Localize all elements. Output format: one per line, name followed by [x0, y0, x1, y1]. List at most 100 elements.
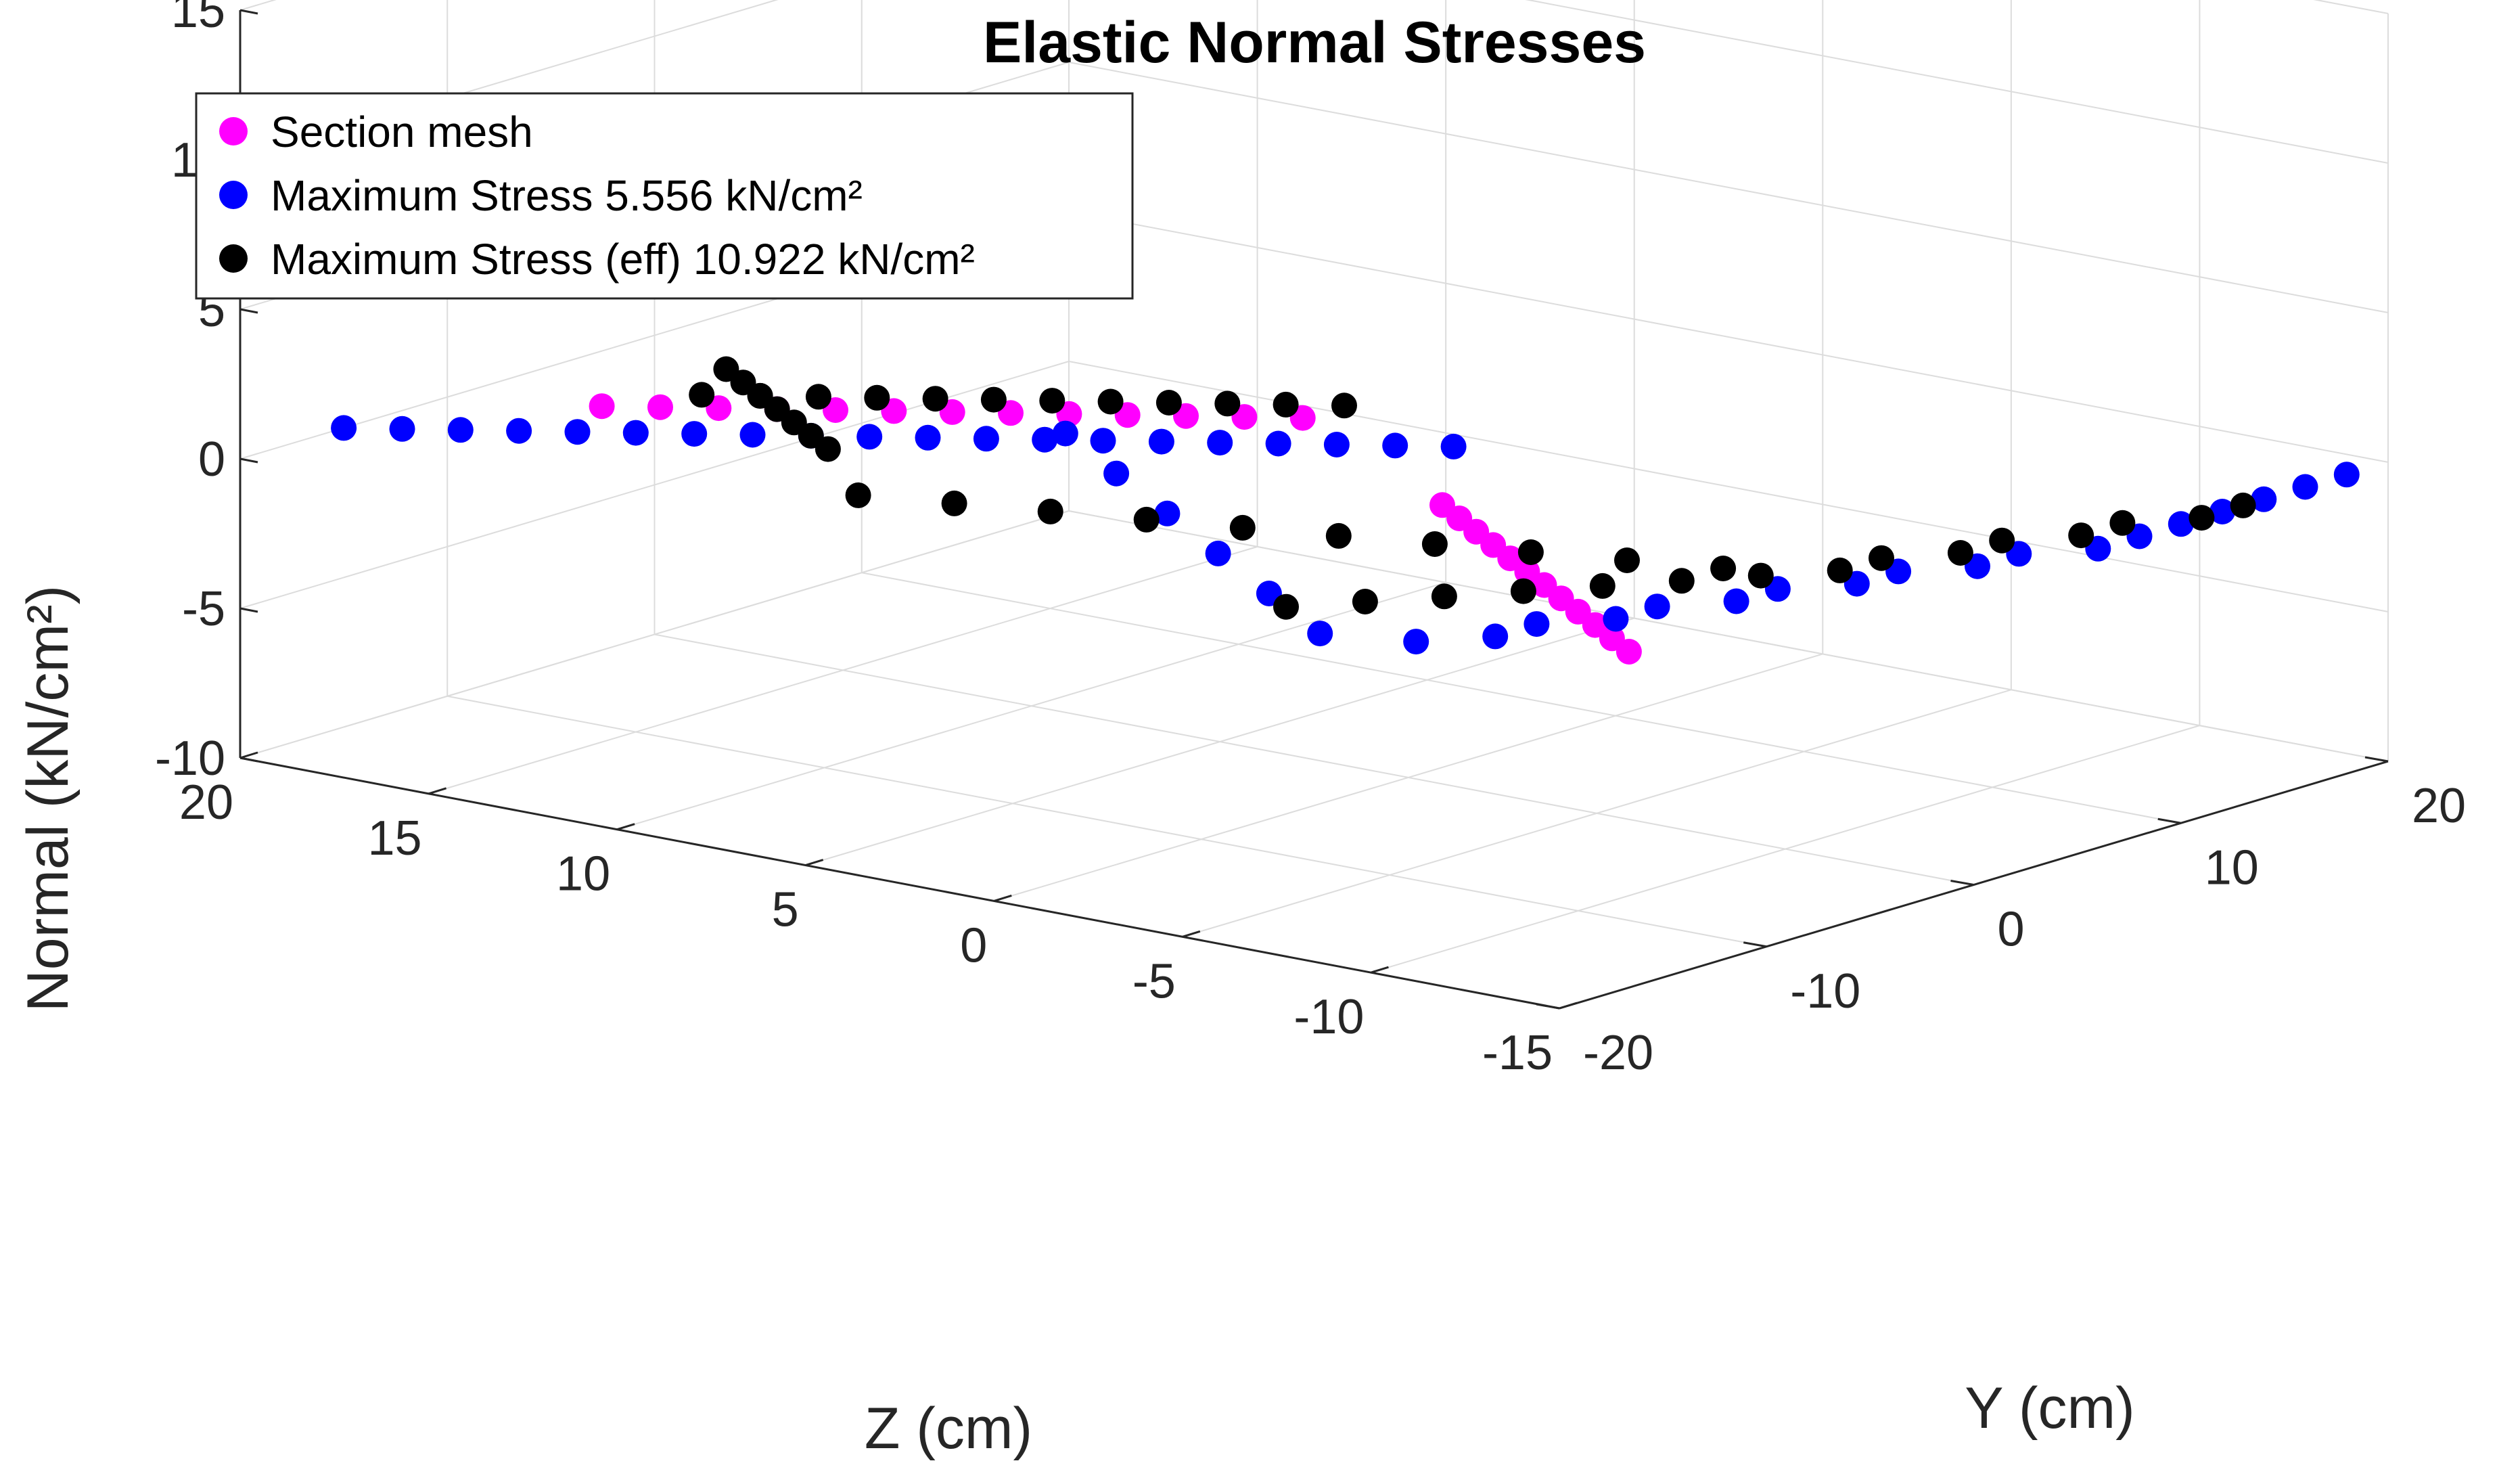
z-axis-tick-label: -15 [1482, 1026, 1553, 1080]
legend-box [195, 92, 1134, 300]
data-point-series-1 [739, 422, 766, 448]
z-axis-tick [239, 751, 258, 759]
data-point-series-2 [689, 382, 715, 408]
data-point-series-2 [1214, 390, 1241, 417]
data-point-series-1 [331, 415, 357, 441]
data-point-series-2 [1989, 527, 2015, 554]
data-point-series-1 [1403, 629, 1429, 655]
z-axis-tick-label: 5 [772, 883, 799, 937]
legend-marker-max-stress-eff [219, 244, 248, 273]
floor-grid-line [616, 581, 1446, 830]
z-axis-tick [1370, 966, 1389, 974]
z-axis-tick-label: 0 [960, 918, 987, 972]
data-points [331, 356, 2360, 665]
z-axis-line [239, 757, 1560, 1010]
normal-axis-tick-label: -10 [155, 732, 225, 786]
data-point-series-2 [1039, 388, 1066, 414]
data-point-series-1 [1148, 428, 1174, 455]
data-point-series-1 [1382, 432, 1408, 459]
data-point-series-2 [1325, 522, 1352, 549]
y-axis-tick-label: 20 [2412, 779, 2466, 833]
normal-axis-tick-label: 15 [171, 0, 225, 38]
z-axis-label: Normal (kN/cm²) [16, 585, 81, 1012]
data-point-series-1 [1090, 428, 1116, 454]
z-axis-tick-label: 15 [367, 811, 421, 866]
data-point-series-1 [1205, 540, 1231, 566]
z-axis-tick [805, 859, 824, 867]
data-point-series-2 [922, 386, 948, 412]
data-point-series-2 [1097, 388, 1124, 415]
y-axis-tick-label: 10 [2205, 840, 2259, 895]
data-point-series-2 [864, 384, 890, 411]
data-point-series-0 [589, 393, 615, 420]
z-axis-tick-label: 10 [556, 847, 610, 901]
data-point-series-2 [1229, 514, 1256, 541]
data-point-series-2 [2189, 505, 2215, 531]
legend-label-max-stress-eff: Maximum Stress (eff) 10.922 kN/cm² [271, 235, 975, 284]
data-point-series-2 [2230, 492, 2256, 518]
y-axis-tick [1536, 1003, 1560, 1010]
data-point-series-1 [2292, 474, 2318, 500]
back-wall-grid-line [239, 510, 1070, 759]
data-point-series-1 [389, 416, 415, 442]
data-point-series-1 [973, 426, 999, 452]
data-point-series-2 [1273, 593, 1299, 620]
side-wall-grid-line [1068, 62, 2389, 313]
data-point-series-2 [1155, 390, 1182, 416]
data-point-series-2 [1037, 498, 1063, 524]
data-point-series-1 [915, 424, 941, 451]
data-point-series-2 [1614, 547, 1640, 573]
data-point-series-2 [1869, 545, 1894, 571]
legend-marker-max-stress [219, 181, 248, 209]
data-point-series-1 [856, 424, 883, 450]
data-point-series-1 [1603, 606, 1629, 632]
z-axis-tick-label: 20 [179, 776, 233, 830]
legend-marker-section-mesh [219, 117, 248, 145]
side-wall-grid-line [1068, 510, 2389, 762]
data-point-series-2 [1352, 589, 1378, 614]
data-point-series-1 [2168, 511, 2194, 537]
data-point-series-1 [2333, 462, 2360, 488]
data-point-series-2 [1589, 572, 1616, 599]
data-point-series-1 [1323, 432, 1350, 457]
legend-label-section-mesh: Section mesh [271, 108, 533, 156]
y-axis-tick-label: -20 [1583, 1026, 1653, 1080]
y-axis-tick-label: 0 [1998, 903, 2025, 957]
y-axis-tick [2157, 817, 2182, 824]
x-axis-label: Y (cm) [1965, 1376, 2135, 1441]
data-point-series-2 [1947, 540, 1973, 566]
data-point-series-2 [1133, 506, 1160, 533]
data-point-series-2 [941, 490, 967, 516]
data-point-series-2 [1668, 568, 1695, 594]
data-point-series-2 [805, 384, 831, 410]
data-point-series-1 [1440, 433, 1467, 459]
floor-grid-line [994, 653, 1823, 902]
data-point-series-1 [1524, 611, 1550, 637]
data-point-series-2 [815, 436, 841, 462]
data-point-series-1 [1307, 621, 1333, 647]
data-point-series-2 [1517, 539, 1544, 565]
normal-axis-tick-label: 0 [198, 432, 225, 487]
data-point-series-2 [747, 382, 773, 409]
data-point-series-1 [1723, 588, 1749, 614]
data-point-series-1 [1103, 460, 1130, 487]
data-point-series-1 [1207, 430, 1233, 456]
data-point-series-1 [564, 419, 591, 445]
normal-axis-tick [239, 9, 258, 15]
normal-axis-tick [239, 457, 258, 464]
y-axis-tick [1743, 941, 1767, 948]
data-point-series-0 [1429, 492, 1455, 518]
data-point-series-2 [845, 482, 871, 508]
data-point-series-1 [2251, 486, 2277, 512]
normal-axis-tick [239, 757, 258, 763]
y-axis-tick [1950, 880, 1974, 886]
data-point-series-2 [1827, 557, 1853, 583]
floor-grid-line [447, 695, 1767, 947]
floor-grid-line [654, 633, 1974, 886]
data-point-series-2 [1431, 583, 1457, 610]
data-point-series-1 [1482, 623, 1509, 650]
z-axis-tick [428, 787, 447, 795]
chart-title: Elastic Normal Stresses [983, 10, 1646, 75]
floor-grid-line [1182, 689, 2012, 938]
